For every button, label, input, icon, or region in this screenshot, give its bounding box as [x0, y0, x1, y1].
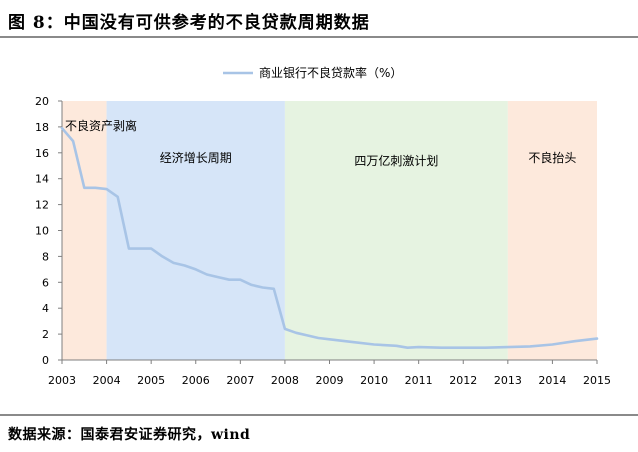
source-note: 数据来源：国泰君安证券研究，wind [8, 427, 251, 443]
y-tick-label: 8 [42, 250, 49, 263]
y-tick-label: 18 [35, 121, 49, 134]
x-tick-label: 2012 [449, 374, 477, 387]
y-tick-label: 14 [35, 173, 49, 186]
x-tick-label: 2014 [538, 374, 566, 387]
period-bands [62, 101, 597, 360]
x-tick-label: 2008 [271, 374, 299, 387]
y-tick-label: 6 [42, 276, 49, 289]
period-band [106, 101, 285, 360]
period-label: 不良资产剥离 [65, 118, 137, 133]
chart-axes: 0 2 4 6 8 10 12 14 16 18 20 2003 2004 2005 2006 2007 200… [35, 95, 611, 387]
y-tick-label: 4 [42, 302, 49, 315]
chart-legend: 商业银行不良贷款率（%） [223, 65, 402, 80]
y-tick-label: 2 [42, 328, 49, 341]
series-line [60, 126, 599, 350]
period-label: 不良抬头 [528, 150, 576, 165]
period-label: 经济增长周期 [160, 150, 232, 165]
period-band [62, 101, 107, 360]
period-band [507, 101, 597, 360]
legend-label: 商业银行不良贷款率（%） [259, 65, 402, 80]
y-tick-label: 0 [42, 354, 49, 367]
period-band [284, 101, 508, 360]
source-rule [0, 414, 638, 416]
x-tick-label: 2011 [405, 374, 433, 387]
y-tick-label: 20 [35, 95, 49, 108]
x-tick-label: 2003 [48, 374, 76, 387]
x-tick-label: 2006 [182, 374, 210, 387]
figure-title: 图 8：中国没有可供参考的不良贷款周期数据 [8, 13, 370, 33]
x-tick-label: 2004 [93, 374, 121, 387]
y-tick-label: 16 [35, 147, 49, 160]
series-lines [60, 126, 599, 350]
x-tick-label: 2015 [583, 374, 611, 387]
period-label: 四万亿刺激计划 [354, 153, 438, 168]
x-tick-label: 2007 [226, 374, 254, 387]
x-tick-label: 2009 [316, 374, 344, 387]
y-tick-label: 10 [35, 225, 49, 238]
title-rule [0, 36, 638, 38]
y-tick-label: 12 [35, 199, 49, 212]
x-tick-label: 2005 [137, 374, 165, 387]
x-tick-label: 2010 [360, 374, 388, 387]
x-tick-label: 2013 [494, 374, 522, 387]
